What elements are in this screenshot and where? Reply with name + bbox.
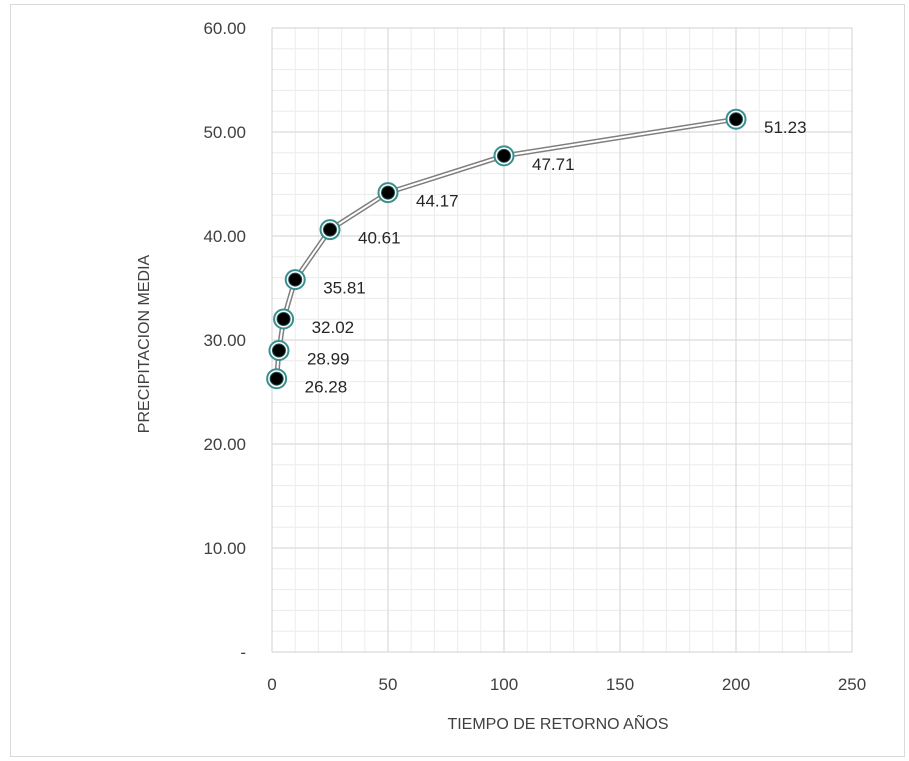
y-tick-label: 40.00 xyxy=(203,227,246,246)
data-label: 28.99 xyxy=(307,350,350,369)
x-axis-title: TIEMPO DE RETORNO AÑOS xyxy=(447,713,668,733)
x-tick-label: 50 xyxy=(379,675,398,694)
axes: 0 50 100 150 200 250 - 10.00 20.00 30.00 40.00 50.0… xyxy=(203,19,866,694)
x-tick-label: 150 xyxy=(606,675,634,694)
data-point xyxy=(729,112,743,127)
y-tick-label: 20.00 xyxy=(203,435,246,454)
data-point xyxy=(271,343,286,358)
x-tick-label: 200 xyxy=(722,675,750,694)
y-tick-label: 60.00 xyxy=(203,19,246,38)
data-point xyxy=(381,185,395,200)
data-label: 40.61 xyxy=(358,229,401,248)
data-label: 47.71 xyxy=(532,155,575,174)
series xyxy=(266,108,747,390)
grid xyxy=(271,27,853,653)
x-tick-label: 0 xyxy=(267,675,276,694)
data-label: 32.02 xyxy=(312,318,355,337)
y-tick-label: 50.00 xyxy=(203,123,246,142)
x-tick-label: 100 xyxy=(490,675,518,694)
data-point xyxy=(269,371,284,386)
data-label: 44.17 xyxy=(416,192,459,211)
y-tick-label: 30.00 xyxy=(203,331,246,350)
data-point xyxy=(276,311,291,326)
data-point xyxy=(288,272,303,287)
y-axis-title: PRECIPITACION MEDIA xyxy=(136,254,153,433)
y-tick-label: 10.00 xyxy=(203,539,246,558)
data-point xyxy=(497,148,511,163)
data-point xyxy=(323,222,337,237)
labels: 26.28 28.99 32.02 35.81 40.61 44.17 47.71 51.23 xyxy=(305,118,807,396)
data-label: 35.81 xyxy=(323,279,366,298)
x-tick-label: 250 xyxy=(838,675,866,694)
y-tick-label: - xyxy=(240,643,246,662)
data-label: 51.23 xyxy=(764,118,807,137)
data-label: 26.28 xyxy=(305,378,348,397)
